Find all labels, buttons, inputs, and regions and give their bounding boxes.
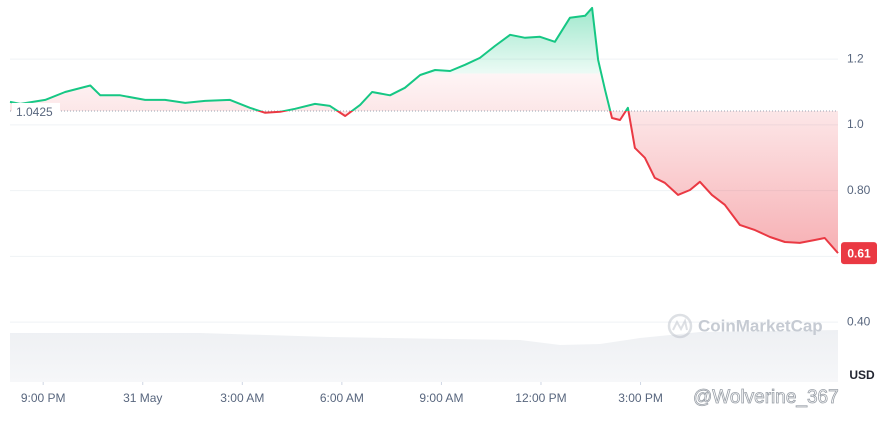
x-tick-label: 9:00 PM — [21, 391, 66, 405]
y-unit: USD — [849, 368, 875, 382]
y-tick-label: 1.2 — [847, 51, 864, 65]
overlay-text: @Wolverine_367 — [693, 387, 839, 408]
price-line — [9, 6, 839, 254]
x-tick-label: 31 May — [123, 391, 162, 405]
price-area — [10, 7, 838, 254]
y-tick-label: 1.0 — [847, 117, 864, 131]
volume-area — [10, 330, 838, 382]
x-tick-label: 9:00 AM — [419, 391, 463, 405]
watermark: CoinMarketCap — [698, 316, 823, 335]
baseline-label: 1.0425 — [16, 105, 53, 119]
baseline-label-bg — [12, 102, 60, 119]
y-tick-label: 0.80 — [847, 183, 871, 197]
x-tick-label: 3:00 PM — [618, 391, 663, 405]
watermark-logo — [667, 313, 693, 339]
y-tick-label: 0.40 — [847, 314, 871, 328]
price-badge-label: 0.61 — [847, 246, 871, 260]
x-tick-label: 6:00 AM — [320, 391, 364, 405]
price-badge — [841, 242, 877, 265]
x-tick-label: 12:00 PM — [515, 391, 566, 405]
x-tick-label: 3:00 AM — [220, 391, 264, 405]
